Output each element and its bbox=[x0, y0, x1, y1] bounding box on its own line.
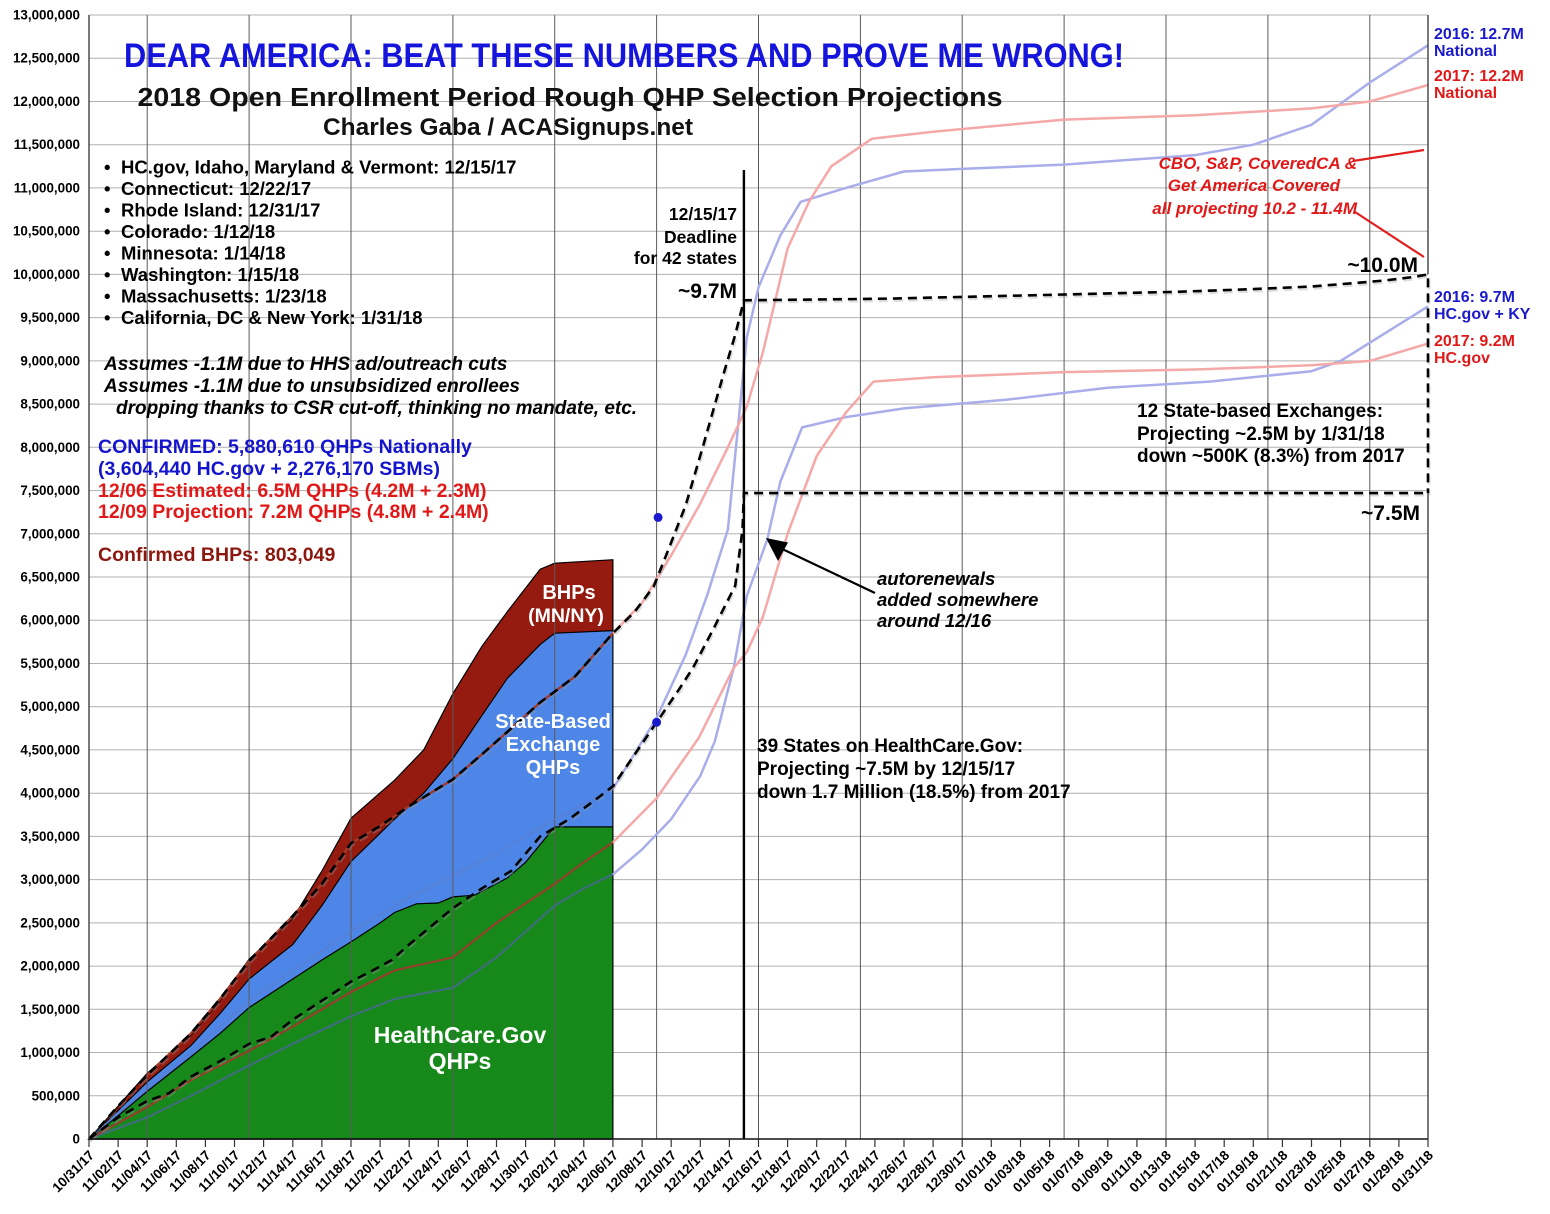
svg-text:National: National bbox=[1434, 43, 1497, 60]
svg-text:added somewhere: added somewhere bbox=[877, 589, 1038, 610]
svg-text:2016: 9.7M: 2016: 9.7M bbox=[1434, 289, 1515, 306]
svg-text:Colorado: 1/12/18: Colorado: 1/12/18 bbox=[121, 221, 275, 242]
svg-text:Assumes -1.1M due to unsubsidi: Assumes -1.1M due to unsubsidized enroll… bbox=[103, 376, 520, 397]
svg-text:Assumes -1.1M due to HHS ad/ou: Assumes -1.1M due to HHS ad/outreach cut… bbox=[103, 354, 507, 375]
svg-text:Exchange: Exchange bbox=[506, 734, 600, 756]
svg-text:500,000: 500,000 bbox=[32, 1088, 80, 1103]
svg-text:DEAR AMERICA: BEAT THESE NUMBE: DEAR AMERICA: BEAT THESE NUMBERS AND PRO… bbox=[124, 37, 1124, 75]
svg-text:2016: 12.7M: 2016: 12.7M bbox=[1434, 26, 1524, 43]
svg-text:CBO, S&P, CoveredCA &: CBO, S&P, CoveredCA & bbox=[1159, 154, 1357, 173]
svg-text:5,000,000: 5,000,000 bbox=[20, 699, 80, 714]
svg-text:QHPs: QHPs bbox=[526, 757, 580, 779]
svg-text:•: • bbox=[104, 286, 110, 307]
svg-text:•: • bbox=[104, 243, 110, 264]
svg-text:6,000,000: 6,000,000 bbox=[20, 613, 80, 628]
svg-text:Minnesota: 1/14/18: Minnesota: 1/14/18 bbox=[121, 243, 286, 264]
svg-text:12,000,000: 12,000,000 bbox=[13, 94, 80, 109]
svg-text:Projecting ~7.5M by 12/15/17: Projecting ~7.5M by 12/15/17 bbox=[757, 759, 1015, 780]
svg-text:HealthCare.Gov: HealthCare.Gov bbox=[374, 1022, 547, 1048]
svg-text:2017: 12.2M: 2017: 12.2M bbox=[1434, 68, 1524, 85]
svg-text:12/15/17: 12/15/17 bbox=[669, 204, 737, 224]
svg-text:4,500,000: 4,500,000 bbox=[20, 742, 80, 757]
svg-text:BHPs: BHPs bbox=[542, 582, 595, 604]
svg-text:•: • bbox=[104, 178, 110, 199]
svg-text:7,000,000: 7,000,000 bbox=[20, 526, 80, 541]
svg-text:7,500,000: 7,500,000 bbox=[20, 483, 80, 498]
svg-text:8,500,000: 8,500,000 bbox=[20, 397, 80, 412]
svg-text:•: • bbox=[104, 200, 110, 221]
svg-text:HC.gov: HC.gov bbox=[1434, 350, 1490, 367]
svg-text:6,500,000: 6,500,000 bbox=[20, 570, 80, 585]
svg-text:8,000,000: 8,000,000 bbox=[20, 440, 80, 455]
svg-text:~10.0M: ~10.0M bbox=[1347, 254, 1418, 277]
svg-text:Connecticut: 12/22/17: Connecticut: 12/22/17 bbox=[121, 178, 311, 199]
svg-text:0: 0 bbox=[73, 1132, 80, 1147]
svg-text:(3,604,440 HC.gov + 2,276,170: (3,604,440 HC.gov + 2,276,170 SBMs) bbox=[98, 458, 440, 480]
svg-text:California, DC & New York: 1/3: California, DC & New York: 1/31/18 bbox=[121, 307, 423, 328]
svg-text:Deadline: Deadline bbox=[664, 227, 737, 247]
svg-text:QHPs: QHPs bbox=[429, 1048, 492, 1074]
svg-text:Massachusetts: 1/23/18: Massachusetts: 1/23/18 bbox=[121, 286, 327, 307]
svg-text:2,500,000: 2,500,000 bbox=[20, 915, 80, 930]
svg-text:Projecting ~2.5M by 1/31/18: Projecting ~2.5M by 1/31/18 bbox=[1137, 424, 1385, 445]
svg-text:down ~500K (8.3%) from 2017: down ~500K (8.3%) from 2017 bbox=[1137, 446, 1405, 467]
svg-text:~9.7M: ~9.7M bbox=[678, 280, 737, 303]
svg-text:11,500,000: 11,500,000 bbox=[14, 137, 80, 152]
svg-text:10,500,000: 10,500,000 bbox=[13, 224, 80, 239]
svg-text:1,000,000: 1,000,000 bbox=[20, 1045, 80, 1060]
svg-text:2018 Open Enrollment Period Ro: 2018 Open Enrollment Period Rough QHP Se… bbox=[138, 84, 1003, 112]
svg-text:all projecting 10.2 - 11.4M: all projecting 10.2 - 11.4M bbox=[1152, 199, 1358, 218]
svg-text:autorenewals: autorenewals bbox=[877, 568, 995, 589]
svg-text:5,500,000: 5,500,000 bbox=[20, 656, 80, 671]
svg-text:Charles Gaba / ACASignups.net: Charles Gaba / ACASignups.net bbox=[323, 114, 693, 141]
svg-text:(MN/NY): (MN/NY) bbox=[528, 605, 604, 627]
svg-text:State-Based: State-Based bbox=[495, 711, 611, 733]
svg-text:around 12/16: around 12/16 bbox=[877, 610, 992, 631]
svg-text:9,500,000: 9,500,000 bbox=[20, 310, 80, 325]
svg-text:12 State-based Exchanges:: 12 State-based Exchanges: bbox=[1137, 401, 1383, 422]
svg-text:~7.5M: ~7.5M bbox=[1361, 502, 1420, 525]
svg-text:National: National bbox=[1434, 85, 1497, 102]
svg-text:2017: 9.2M: 2017: 9.2M bbox=[1434, 333, 1515, 350]
svg-text:3,000,000: 3,000,000 bbox=[20, 872, 80, 887]
svg-text:Confirmed BHPs: 803,049: Confirmed BHPs: 803,049 bbox=[98, 544, 335, 566]
svg-text:Rhode Island: 12/31/17: Rhode Island: 12/31/17 bbox=[121, 200, 320, 221]
svg-text:12/09 Projection: 7.2M QHPs (4: 12/09 Projection: 7.2M QHPs (4.8M + 2.4M… bbox=[98, 501, 489, 523]
svg-text:11,000,000: 11,000,000 bbox=[14, 180, 80, 195]
svg-text:3,500,000: 3,500,000 bbox=[20, 829, 80, 844]
svg-text:down 1.7 Million (18.5%) from: down 1.7 Million (18.5%) from 2017 bbox=[757, 782, 1071, 803]
svg-text:1,500,000: 1,500,000 bbox=[20, 1002, 80, 1017]
svg-text:Washington: 1/15/18: Washington: 1/15/18 bbox=[121, 264, 299, 285]
svg-text:•: • bbox=[104, 264, 110, 285]
svg-text:•: • bbox=[104, 157, 110, 178]
svg-text:13,000,000: 13,000,000 bbox=[13, 8, 80, 23]
svg-text:CONFIRMED: 5,880,610 QHPs Nati: CONFIRMED: 5,880,610 QHPs Nationally bbox=[98, 436, 472, 458]
svg-text:39 States on HealthCare.Gov:: 39 States on HealthCare.Gov: bbox=[757, 736, 1023, 757]
svg-text:4,000,000: 4,000,000 bbox=[20, 786, 80, 801]
svg-text:HC.gov, Idaho, Maryland & Verm: HC.gov, Idaho, Maryland & Vermont: 12/15… bbox=[121, 157, 516, 178]
svg-text:•: • bbox=[104, 221, 110, 242]
svg-text:Get America Covered: Get America Covered bbox=[1168, 176, 1341, 195]
svg-text:9,000,000: 9,000,000 bbox=[20, 353, 80, 368]
svg-text:12,500,000: 12,500,000 bbox=[13, 51, 80, 66]
svg-text:12/06 Estimated: 6.5M QHPs (4.: 12/06 Estimated: 6.5M QHPs (4.2M + 2.3M) bbox=[98, 480, 487, 502]
svg-text:for 42 states: for 42 states bbox=[634, 248, 737, 268]
svg-text:dropping thanks to CSR cut-off: dropping thanks to CSR cut-off, thinking… bbox=[116, 398, 637, 419]
svg-text:HC.gov + KY: HC.gov + KY bbox=[1434, 306, 1531, 323]
svg-text:10,000,000: 10,000,000 bbox=[13, 267, 80, 282]
svg-text:2,000,000: 2,000,000 bbox=[20, 959, 80, 974]
svg-text:•: • bbox=[104, 307, 110, 328]
